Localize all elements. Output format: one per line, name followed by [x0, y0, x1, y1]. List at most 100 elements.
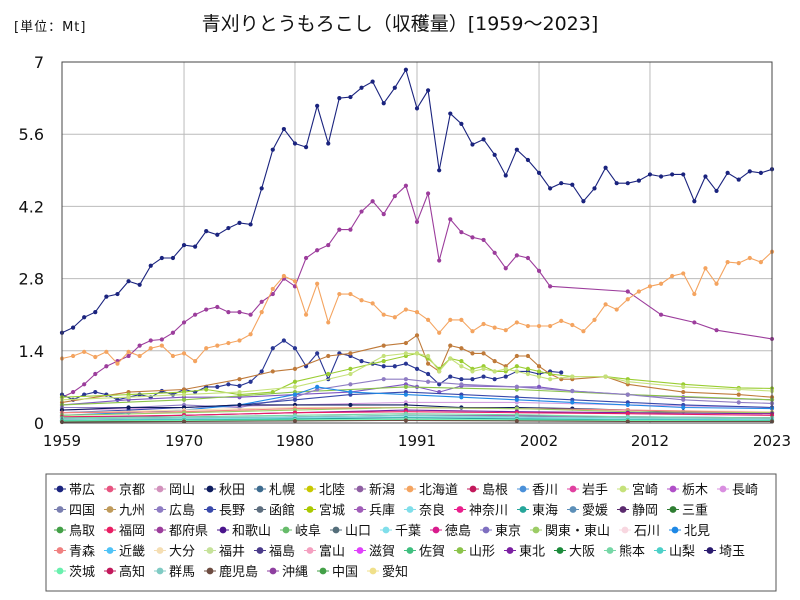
data-point	[503, 366, 508, 371]
legend-label: 福島	[269, 545, 295, 560]
data-point	[692, 199, 697, 204]
data-point	[370, 301, 375, 306]
data-point	[126, 353, 131, 359]
data-point	[226, 382, 231, 387]
data-point	[237, 389, 242, 395]
legend-label: 京都	[119, 483, 145, 498]
data-point	[692, 320, 697, 325]
data-point	[536, 369, 542, 374]
data-point	[359, 209, 364, 214]
legend-swatch-marker	[482, 526, 490, 534]
legend-label: 宮崎	[632, 482, 658, 498]
data-point	[514, 384, 519, 389]
data-point	[736, 392, 741, 397]
data-point	[548, 377, 553, 382]
data-point	[592, 317, 597, 322]
legend-label: 徳島	[445, 524, 471, 539]
data-point	[381, 212, 386, 217]
legend-label: 香川	[532, 483, 558, 498]
data-point	[248, 312, 253, 317]
data-point	[514, 397, 519, 402]
legend-swatch-marker	[306, 506, 314, 513]
data-point	[581, 329, 586, 334]
legend-label: 近畿	[119, 545, 145, 560]
data-point	[470, 369, 475, 374]
data-point	[414, 366, 420, 371]
data-point	[337, 96, 342, 101]
data-point	[670, 172, 675, 177]
data-point	[337, 227, 342, 232]
data-point	[758, 170, 764, 175]
data-point	[470, 329, 475, 334]
legend-label: 岐阜	[295, 523, 321, 539]
y-tick-label: 4.2	[19, 197, 44, 216]
data-point	[348, 94, 353, 100]
data-point	[292, 397, 298, 402]
legend-label: 秋田	[219, 483, 245, 498]
data-point	[403, 307, 409, 312]
legend-swatch-marker	[456, 506, 464, 513]
y-tick-label: 1.4	[19, 342, 44, 361]
data-point	[204, 229, 209, 234]
legend-label: 九州	[119, 504, 145, 519]
data-point	[93, 354, 98, 360]
data-point	[281, 273, 286, 279]
data-point	[625, 411, 630, 416]
data-point	[658, 174, 664, 179]
legend-swatch-marker	[282, 526, 290, 534]
data-point	[348, 227, 353, 232]
legend-label: 奈良	[419, 503, 445, 519]
legend-swatch-marker	[156, 547, 164, 554]
data-point	[481, 321, 486, 327]
data-point	[204, 387, 209, 392]
data-point	[348, 366, 353, 371]
legend-swatch-marker	[719, 485, 727, 493]
data-point	[459, 230, 464, 235]
x-tick-label: 2023	[753, 432, 791, 450]
data-point	[503, 328, 508, 333]
data-point	[514, 406, 519, 411]
data-point	[492, 359, 497, 364]
legend-swatch-marker	[306, 547, 314, 554]
legend-box	[45, 473, 777, 592]
legend-swatch-marker	[356, 506, 364, 513]
data-point	[82, 315, 87, 320]
data-point	[636, 289, 641, 294]
data-point	[470, 235, 475, 240]
data-point	[348, 382, 353, 387]
data-point	[292, 279, 298, 284]
legend-label: 福岡	[119, 524, 145, 539]
data-point	[437, 168, 442, 173]
legend-label: 兵庫	[369, 504, 395, 519]
data-point	[570, 400, 575, 405]
data-point	[448, 374, 453, 379]
data-point	[303, 144, 309, 150]
data-point	[148, 338, 153, 343]
data-point	[181, 320, 187, 325]
legend-label: 栃木	[682, 483, 708, 498]
legend-swatch-marker	[406, 506, 414, 513]
data-point	[414, 219, 420, 224]
data-point	[570, 182, 575, 187]
data-point	[414, 310, 420, 315]
data-point	[403, 392, 409, 397]
legend-swatch-marker	[621, 526, 629, 534]
data-point	[170, 353, 176, 359]
data-point	[670, 273, 675, 279]
data-point	[625, 392, 630, 397]
legend-label: 大阪	[569, 545, 595, 560]
data-point	[381, 353, 386, 359]
legend-swatch-marker	[671, 526, 679, 534]
data-point	[514, 369, 519, 374]
data-point	[292, 392, 298, 397]
legend-swatch-marker	[106, 485, 114, 493]
legend-label: 石川	[634, 524, 660, 539]
data-point	[181, 397, 187, 402]
data-point	[137, 343, 142, 348]
data-point	[425, 379, 431, 384]
data-point	[93, 371, 98, 377]
data-point	[437, 382, 442, 387]
data-point	[548, 186, 553, 191]
